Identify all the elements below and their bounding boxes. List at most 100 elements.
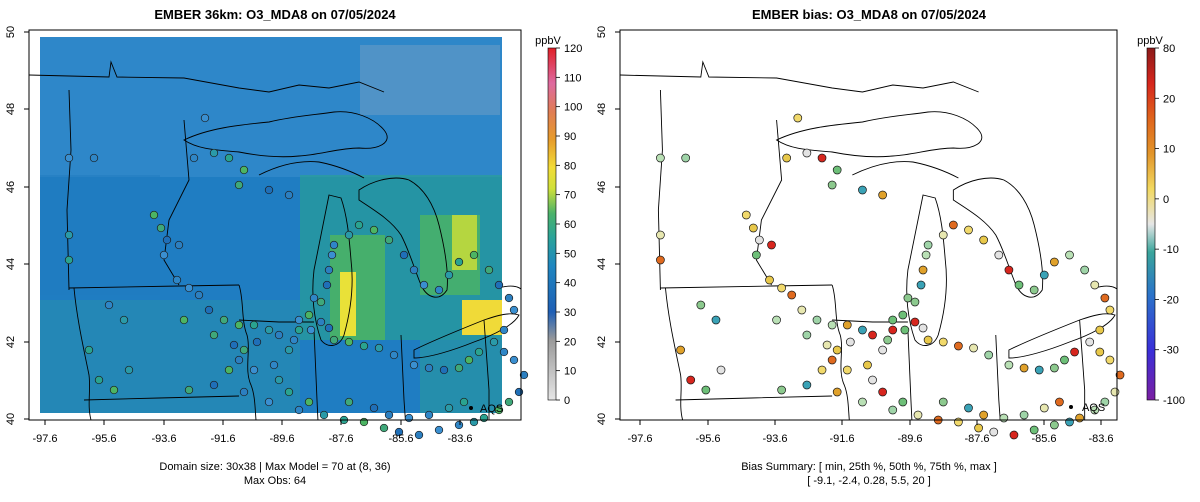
bias-point: [777, 283, 786, 293]
station-point: [369, 225, 379, 235]
station-point: [174, 240, 184, 250]
model-field-blue-west: [40, 175, 160, 295]
boundary-line: [499, 286, 524, 292]
station-point: [454, 420, 464, 430]
colorbar-tick-label: 20: [1163, 93, 1175, 105]
colorbar-tick-label: 110: [564, 72, 582, 84]
station-point: [252, 337, 262, 347]
colorbar-tick-label: 10: [1163, 144, 1175, 156]
station-point: [264, 325, 274, 335]
colorbar-tick-label: 40: [564, 278, 576, 290]
bias-point: [793, 113, 803, 123]
station-point: [434, 285, 444, 295]
colorbar-tick-label: 80: [564, 160, 576, 172]
panel-title: EMBER bias: O3_MDA8 on 07/05/2024: [752, 7, 987, 22]
model-field-yellow-a: [340, 272, 356, 336]
y-tick-label: 40: [5, 413, 17, 425]
bias-point: [812, 315, 822, 325]
colorbar-gradient: [547, 47, 557, 401]
bias-point: [1095, 325, 1105, 335]
boundary-line: [832, 285, 852, 443]
colorbar-tick-label: 60: [564, 219, 576, 231]
station-point: [424, 363, 434, 373]
station-point: [84, 345, 94, 355]
bias-point: [842, 365, 852, 375]
station-point: [189, 153, 199, 163]
bias-point: [1080, 265, 1090, 275]
station-point: [224, 365, 234, 375]
bias-point: [767, 240, 776, 250]
station-point: [489, 337, 499, 347]
bias-point: [772, 315, 781, 325]
panel-title: EMBER 36km: O3_MDA8 on 07/05/2024: [154, 7, 396, 22]
colorbar-tick-label: 20: [564, 336, 576, 348]
bias-point: [741, 210, 751, 220]
footer-line-1: Domain size: 30x38 | Max Model = 70 at (…: [159, 461, 390, 473]
colorbar-tick-label: -100: [1163, 395, 1185, 407]
boundary-line: [908, 330, 913, 443]
colorbar-tick-label: 50: [564, 248, 576, 260]
station-point: [194, 290, 204, 300]
boundary-line: [313, 195, 352, 345]
station-point: [519, 370, 529, 380]
station-point: [309, 293, 319, 303]
bias-point: [701, 385, 711, 395]
boundary-line: [401, 335, 407, 443]
boundary-line: [314, 330, 319, 443]
colorbar-tick-label: 90: [564, 131, 576, 143]
boundary-line: [660, 285, 832, 288]
station-point: [344, 397, 354, 407]
boundary-line: [777, 112, 982, 157]
x-tick-label: -95.6: [91, 433, 116, 445]
bias-point: [787, 290, 797, 300]
bias-point: [1100, 397, 1110, 407]
bias-point: [1004, 360, 1014, 370]
station-point: [344, 230, 354, 240]
bias-point: [797, 305, 807, 315]
colorbar-tick-label: -30: [1163, 345, 1179, 357]
colorbar-tick-label: 10: [564, 366, 576, 378]
x-axis: -97.6 -95.6 -93.6 -91.6 -89.6 -87.6 -85.…: [627, 420, 1114, 445]
bias-point: [938, 230, 948, 240]
bias-point: [1100, 293, 1110, 303]
station-point: [354, 220, 364, 230]
bias-point: [1085, 337, 1095, 347]
bias-point: [1105, 355, 1115, 365]
bias-point: [918, 265, 928, 275]
bias-point: [888, 405, 898, 415]
bias-point: [954, 417, 963, 427]
station-point: [324, 323, 334, 333]
boundary-line: [359, 178, 447, 297]
station-point: [419, 280, 429, 290]
bias-point: [765, 275, 774, 285]
station-point: [239, 165, 249, 175]
bias-point: [910, 297, 920, 307]
bias-point: [802, 330, 812, 340]
boundary-line: [259, 162, 364, 178]
bias-point: [832, 165, 842, 175]
bias-point: [752, 250, 761, 260]
y-axis: 40 42 44 46 48 50: [596, 26, 620, 425]
bias-point: [888, 325, 898, 335]
x-tick-label: -95.6: [695, 433, 720, 445]
bias-points: [656, 113, 1125, 440]
y-tick-label: 44: [596, 258, 608, 270]
bias-point: [802, 148, 812, 158]
station-point: [464, 355, 474, 365]
x-tick-label: -83.6: [447, 433, 472, 445]
station-point: [409, 265, 419, 275]
model-field-grey: [360, 45, 500, 115]
station-point: [409, 360, 419, 370]
bias-point: [938, 337, 948, 347]
bias-point: [755, 235, 764, 245]
station-point: [319, 410, 329, 420]
y-tick-label: 40: [596, 413, 608, 425]
station-point: [64, 153, 74, 163]
boundary-line: [620, 62, 979, 92]
boundary-line: [658, 90, 662, 290]
bias-point: [858, 185, 867, 195]
station-point: [104, 300, 114, 310]
bias-point: [777, 385, 786, 395]
